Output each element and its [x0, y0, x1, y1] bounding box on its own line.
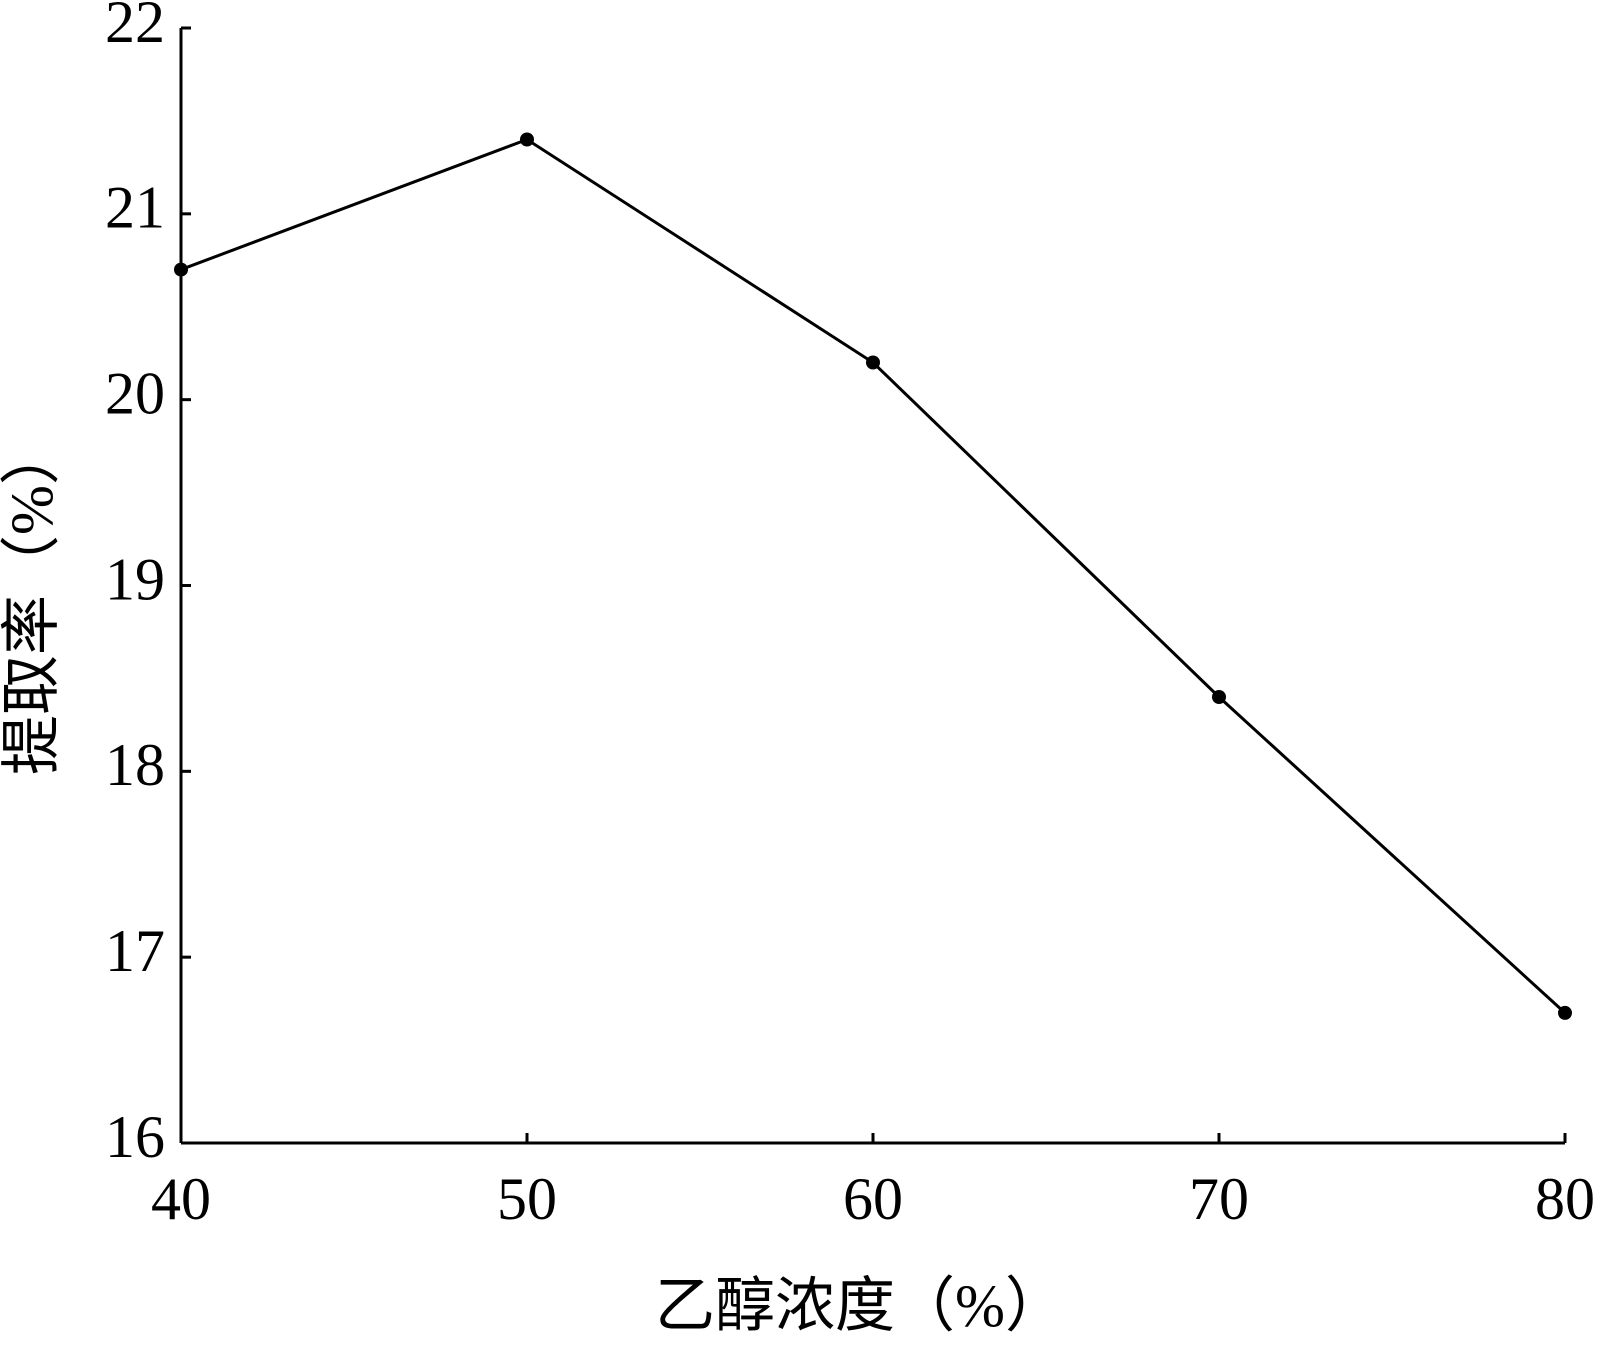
x-tick-label: 40 [151, 1166, 211, 1232]
marker [520, 132, 534, 147]
x-axis-label: 乙醇浓度（%） [655, 1273, 1065, 1339]
line [180, 137, 1567, 1015]
y-tick-label: 19 [105, 546, 165, 612]
x-tick-label: 70 [1189, 1166, 1249, 1232]
y-axis-label: 提取率（%） [0, 425, 65, 775]
marker [1558, 1005, 1572, 1020]
x-tick-label: 50 [497, 1166, 557, 1232]
y-tick-label: 18 [105, 732, 165, 798]
y-tick-label: 20 [105, 360, 165, 426]
marker [174, 262, 188, 277]
marker [1212, 690, 1226, 704]
x-tick-label: 80 [1535, 1166, 1595, 1232]
y-tick-label: 22 [105, 0, 165, 55]
y-tick-label: 16 [105, 1104, 165, 1170]
x-tick-label: 60 [843, 1166, 903, 1232]
y-tick-label: 17 [105, 918, 165, 984]
marker [866, 355, 880, 370]
y-tick-label: 21 [105, 175, 165, 241]
